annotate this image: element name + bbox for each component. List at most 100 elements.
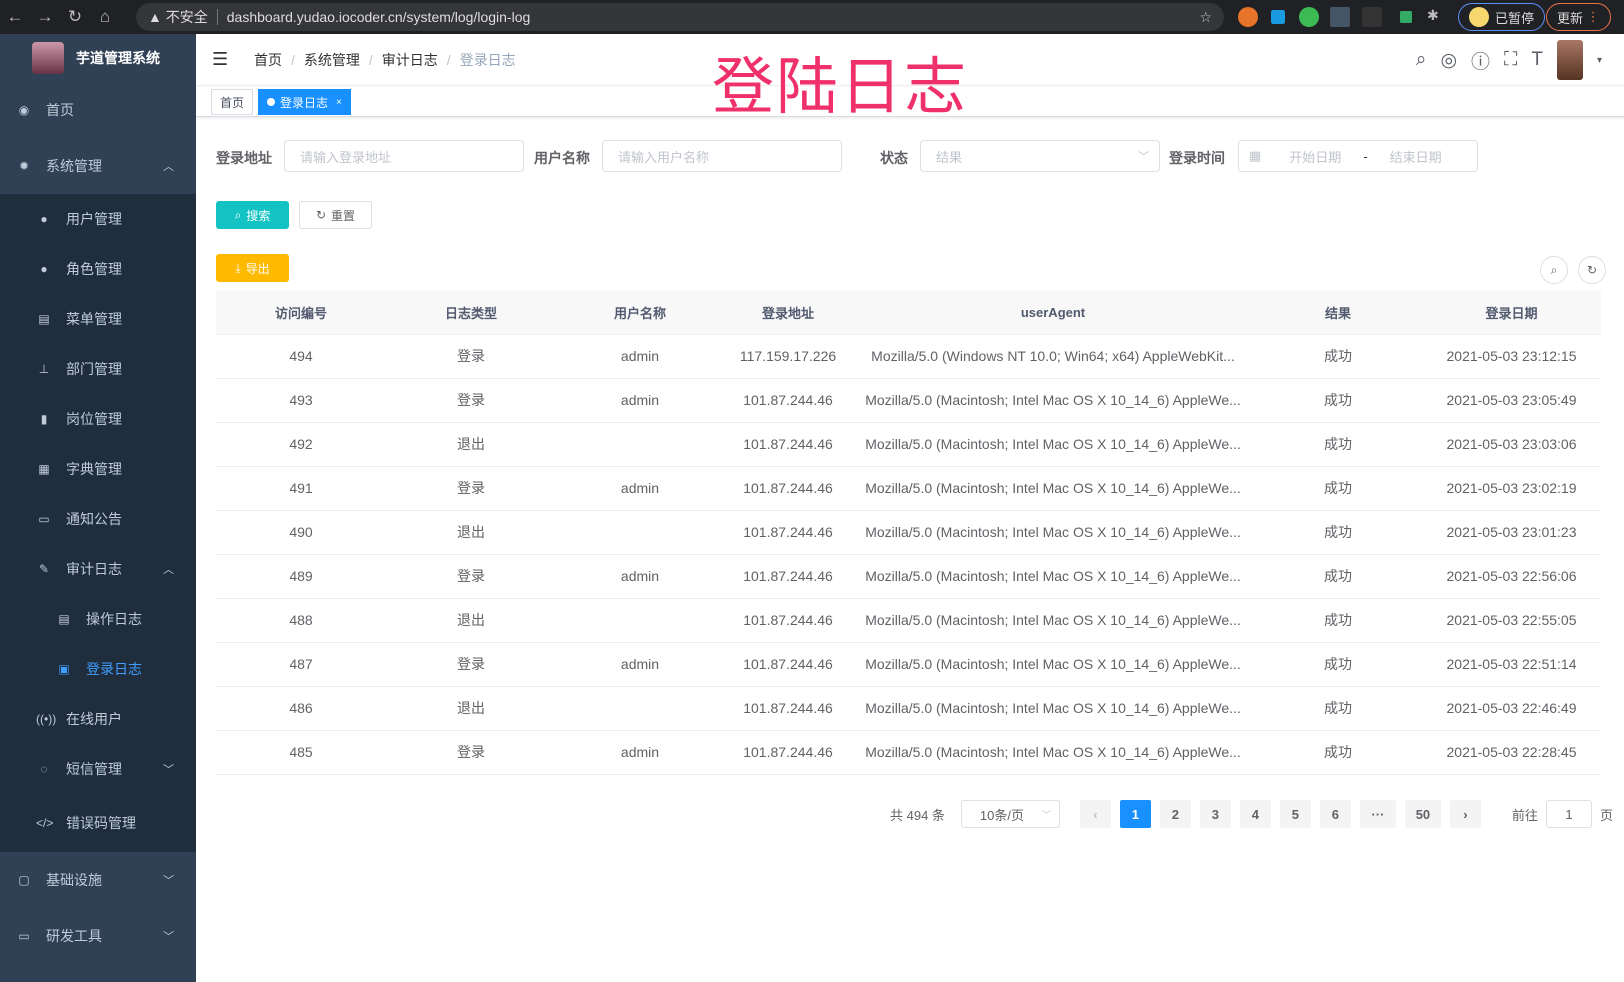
prev-page-button[interactable]: ‹ xyxy=(1079,800,1111,828)
table-row[interactable]: 492 退出 101.87.244.46 Mozilla/5.0 (Macintosh… xyxy=(216,422,1601,467)
reload-icon[interactable]: ↻ xyxy=(67,7,83,26)
sidebar-item-menus[interactable]: ▤ 菜单管理 xyxy=(0,294,196,344)
github-icon[interactable]: ◎ xyxy=(1440,49,1458,71)
table-cell: 101.87.244.46 xyxy=(724,554,852,599)
url-text[interactable]: dashboard.yudao.iocoder.cn/system/log/lo… xyxy=(226,9,531,25)
table-row[interactable]: 485 登录 admin 101.87.244.46 Mozilla/5.0 (Maci… xyxy=(216,730,1601,775)
search-button[interactable]: ⌕ 搜索 xyxy=(216,201,289,229)
star-icon[interactable]: ☆ xyxy=(1199,8,1212,25)
search-icon[interactable]: ⌕ xyxy=(1415,49,1427,70)
sidebar-item-operate-log[interactable]: ▤ 操作日志 xyxy=(0,594,196,644)
export-button[interactable]: ⤓ 导出 xyxy=(216,254,289,282)
table-row[interactable]: 488 退出 101.87.244.46 Mozilla/5.0 (Macintosh… xyxy=(216,598,1601,643)
home-icon[interactable]: ⌂ xyxy=(99,7,111,26)
breadcrumb-item[interactable]: 首页 xyxy=(254,51,282,68)
table-row[interactable]: 493 登录 admin 101.87.244.46 Mozilla/5.0 (Maci… xyxy=(216,378,1601,423)
sidebar-item-users[interactable]: ● 用户管理 xyxy=(0,194,196,244)
address-input[interactable]: 请输入登录地址 xyxy=(284,140,524,172)
sidebar-item-audit[interactable]: ✎ 审计日志 ︿ xyxy=(0,544,196,594)
table-row[interactable]: 490 退出 101.87.244.46 Mozilla/5.0 (Macintosh… xyxy=(216,510,1601,555)
sidebar-item-depts[interactable]: ⊥ 部门管理 xyxy=(0,344,196,394)
sidebar-item-tools[interactable]: ▭ 研发工具 ﹀ xyxy=(0,908,196,964)
sidebar-item-system[interactable]: ✹ 系统管理 ︿ xyxy=(0,138,196,194)
avatar[interactable] xyxy=(1556,40,1583,80)
table-row[interactable]: 486 退出 101.87.244.46 Mozilla/5.0 (Macintosh… xyxy=(216,686,1601,731)
page-button[interactable]: 4 xyxy=(1239,800,1271,828)
table-row[interactable]: 487 登录 admin 101.87.244.46 Mozilla/5.0 (Maci… xyxy=(216,642,1601,687)
sidebar-logo[interactable]: 芋道管理系统 xyxy=(0,34,196,82)
tag-home[interactable]: 首页 xyxy=(211,89,254,115)
font-size-icon[interactable]: T xyxy=(1531,49,1543,70)
page-button[interactable]: 5 xyxy=(1279,800,1311,828)
table-cell: 退出 xyxy=(386,510,556,555)
next-page-button[interactable]: › xyxy=(1449,800,1481,828)
forward-icon[interactable]: → xyxy=(36,7,54,26)
status-select[interactable]: 结果 ﹀ xyxy=(920,140,1160,172)
table-cell: Mozilla/5.0 (Macintosh; Intel Mac OS X 1… xyxy=(852,510,1254,555)
sidebar-item-posts[interactable]: ▮ 岗位管理 xyxy=(0,394,196,444)
table-cell: admin xyxy=(556,466,724,511)
breadcrumb-item[interactable]: 系统管理 xyxy=(303,51,360,68)
page-button[interactable]: 50 xyxy=(1404,800,1441,828)
table-cell: 486 xyxy=(216,686,386,731)
profile-button[interactable]: 已暂停 xyxy=(1458,3,1546,31)
table-cell: 退出 xyxy=(386,686,556,731)
refresh-button[interactable]: ↻ xyxy=(1578,256,1606,284)
toggle-search-button[interactable]: ⌕ xyxy=(1540,256,1568,284)
page-button[interactable]: 6 xyxy=(1319,800,1351,828)
fullscreen-icon[interactable]: ⛶ xyxy=(1504,49,1518,70)
table-cell: admin xyxy=(556,554,724,599)
question-icon[interactable]: ⓘ xyxy=(1471,51,1491,73)
shield-icon: ◌ xyxy=(40,762,48,776)
extension-icon[interactable] xyxy=(1238,7,1258,27)
page-button[interactable]: 1 xyxy=(1119,800,1151,828)
sidebar-item-dict[interactable]: ▦ 字典管理 xyxy=(0,444,196,494)
extension-icon[interactable] xyxy=(1362,7,1382,27)
reset-button[interactable]: ↻ 重置 xyxy=(299,201,372,229)
sidebar-item-notice[interactable]: ▭ 通知公告 xyxy=(0,494,196,544)
table-row[interactable]: 491 登录 admin 101.87.244.46 Mozilla/5.0 (Maci… xyxy=(216,466,1601,511)
extension-icon[interactable] xyxy=(1400,11,1412,23)
hamburger-icon[interactable]: ☰ xyxy=(212,49,229,69)
page-button[interactable]: 2 xyxy=(1159,800,1191,828)
address-bar[interactable]: ▲ 不安全 dashboard.yudao.iocoder.cn/system/… xyxy=(136,3,1224,31)
table-cell: admin xyxy=(556,642,724,687)
sidebar-item-online[interactable]: ((•)) 在线用户 xyxy=(36,711,122,727)
sidebar-item-infra[interactable]: ▢ 基础设施 ﹀ xyxy=(0,852,196,908)
extension-icon[interactable] xyxy=(1330,7,1350,27)
puzzle-icon[interactable]: ✱ xyxy=(1427,7,1439,23)
sidebar-item-home[interactable]: ◉ 首页 xyxy=(0,82,196,138)
close-icon[interactable]: × xyxy=(336,96,342,108)
breadcrumb: 首页 / 系统管理 / 审计日志 / 登录日志 xyxy=(254,51,516,68)
extension-icon[interactable] xyxy=(1271,10,1285,24)
caret-down-icon[interactable]: ▾ xyxy=(1596,54,1602,66)
page-button[interactable]: 3 xyxy=(1199,800,1231,828)
goto-page-input[interactable]: 1 xyxy=(1545,800,1592,828)
back-icon[interactable]: ← xyxy=(6,7,24,26)
page-button[interactable]: ··· xyxy=(1359,800,1396,828)
username-input[interactable]: 请输入用户名称 xyxy=(602,140,842,172)
column-header: 用户名称 xyxy=(556,291,724,335)
table-cell: Mozilla/5.0 (Windows NT 10.0; Win64; x64… xyxy=(852,334,1254,379)
sidebar-item-roles[interactable]: ● 角色管理 xyxy=(0,244,196,294)
column-header: 访问编号 xyxy=(216,291,386,335)
table-cell: 成功 xyxy=(1254,510,1422,555)
table-cell: 101.87.244.46 xyxy=(724,730,852,775)
table-cell: 117.159.17.226 xyxy=(724,334,852,379)
date-range-picker[interactable]: ▦ 开始日期 - 结束日期 xyxy=(1238,140,1478,172)
page-size-select[interactable]: 10条/页 ﹀ xyxy=(960,800,1060,828)
chevron-down-icon: ﹀ xyxy=(163,875,174,887)
table-cell: admin xyxy=(556,730,724,775)
sidebar-item-login-log[interactable]: ▣ 登录日志 xyxy=(0,644,196,694)
update-button[interactable]: 更新 ⋮ xyxy=(1546,3,1611,31)
extension-icon[interactable] xyxy=(1299,7,1319,27)
table-row[interactable]: 494 登录 admin 117.159.17.226 Mozilla/5.0 (Win… xyxy=(216,334,1601,379)
sidebar-item-sms[interactable]: ◌ 短信管理 ﹀ xyxy=(0,744,196,794)
table-cell: 2021-05-03 23:12:15 xyxy=(1422,334,1601,379)
sidebar-item-error-code[interactable]: </> 错误码管理 xyxy=(36,815,136,831)
table-cell: 2021-05-03 22:51:14 xyxy=(1422,642,1601,687)
breadcrumb-item[interactable]: 审计日志 xyxy=(381,51,438,68)
tag-login-log[interactable]: 登录日志 × xyxy=(258,89,351,115)
table-row[interactable]: 489 登录 admin 101.87.244.46 Mozilla/5.0 (Maci… xyxy=(216,554,1601,599)
gear-icon: ✹ xyxy=(18,159,30,173)
